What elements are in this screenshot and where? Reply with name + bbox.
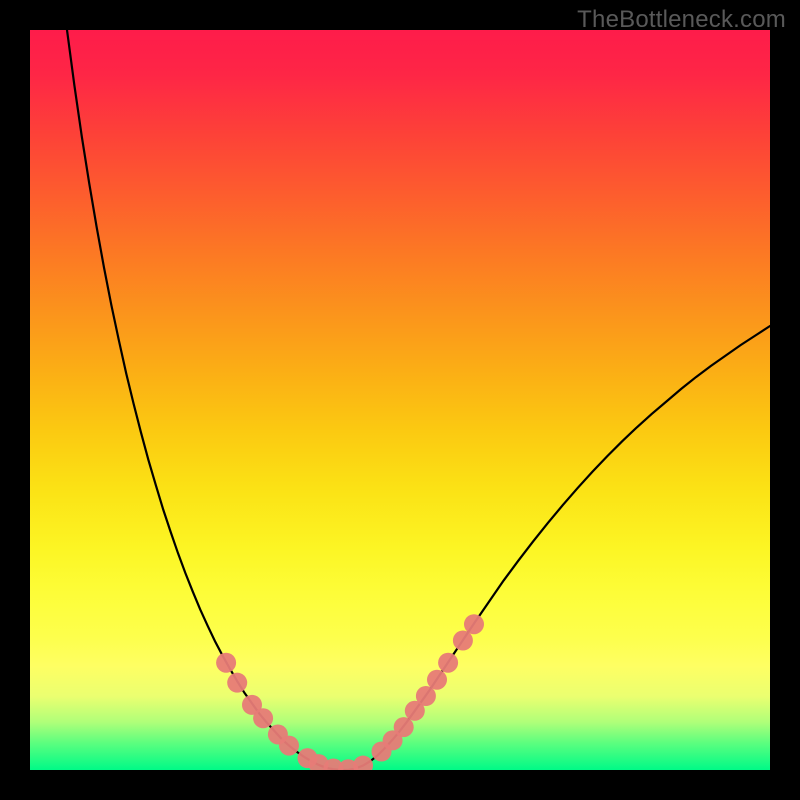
data-marker	[453, 631, 473, 651]
data-marker	[416, 686, 436, 706]
bottleneck-curve	[67, 30, 770, 770]
data-marker	[279, 736, 299, 756]
data-marker	[253, 708, 273, 728]
curve-layer	[30, 30, 770, 770]
data-marker	[464, 614, 484, 634]
data-marker	[427, 670, 447, 690]
data-marker	[216, 653, 236, 673]
data-marker	[438, 653, 458, 673]
data-marker	[227, 673, 247, 693]
data-marker	[353, 756, 373, 770]
chart-stage: TheBottleneck.com	[0, 0, 800, 800]
marker-group	[216, 614, 484, 770]
plot-area	[30, 30, 770, 770]
data-marker	[394, 717, 414, 737]
watermark-text: TheBottleneck.com	[577, 6, 786, 34]
